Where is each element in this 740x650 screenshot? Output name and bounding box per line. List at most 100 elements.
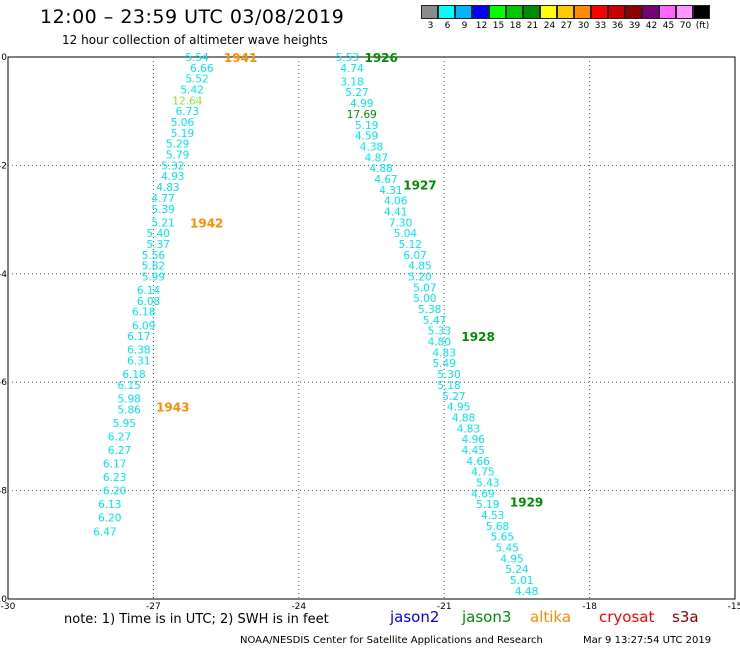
color-scale-cell — [455, 5, 472, 19]
swh-point-altika: 6.17 — [103, 459, 126, 471]
color-scale-cell — [659, 5, 676, 19]
swh-point-jason3: 5.33 — [428, 326, 451, 338]
swh-point-jason3: 4.88 — [369, 163, 392, 175]
swh-point-altika: 5.39 — [151, 204, 174, 216]
swh-point-jason3: 17.69 — [347, 109, 377, 121]
x-tick-label: -30 — [1, 602, 16, 612]
swh-point-jason3: 4.99 — [350, 98, 373, 110]
swh-point-altika: 6.15 — [117, 380, 140, 392]
swh-point-altika: 4.93 — [161, 171, 184, 183]
swh-point-jason3: 4.66 — [466, 456, 490, 468]
swh-point-jason3: 3.18 — [340, 76, 363, 88]
color-scale-cell — [591, 5, 608, 19]
swh-point-jason3: 5.24 — [505, 564, 529, 576]
swh-point-altika: 5.21 — [151, 217, 174, 229]
swh-point-altika: 6.18 — [132, 307, 155, 319]
color-scale-label: 42 — [645, 21, 658, 31]
swh-point-altika: 5.54 — [185, 52, 209, 64]
color-scale-cell — [506, 5, 523, 19]
swh-point-jason3: 5.20 — [408, 272, 431, 284]
swh-point-jason3: 5.30 — [437, 369, 460, 381]
satellite-legend-cryosat: cryosat — [599, 608, 655, 626]
swh-point-jason3: 5.27 — [345, 87, 368, 99]
swh-point-jason3: 4.87 — [365, 152, 388, 164]
swh-point-altika: 5.82 — [142, 261, 165, 273]
swh-point-altika: 6.73 — [176, 106, 199, 118]
pass-time-label: 1926 — [364, 51, 397, 65]
swh-point-jason3: 4.48 — [515, 586, 538, 598]
swh-point-jason3: 4.83 — [457, 423, 480, 435]
swh-point-jason3: 4.85 — [408, 261, 431, 273]
swh-point-altika: 5.40 — [147, 228, 170, 240]
y-tick-label: -4 — [0, 270, 7, 280]
swh-point-jason3: 5.45 — [496, 543, 519, 555]
swh-point-altika: 6.18 — [122, 369, 145, 381]
swh-point-jason3: 5.07 — [413, 282, 436, 294]
swh-point-altika: 6.66 — [190, 63, 214, 75]
swh-point-jason3: 4.80 — [428, 337, 451, 349]
credit-line: NOAA/NESDIS Center for Satellite Applica… — [240, 635, 543, 646]
swh-point-altika: 5.19 — [171, 128, 194, 140]
swh-point-jason3: 4.38 — [360, 141, 383, 153]
generation-timestamp: Mar 9 13:27:54 UTC 2019 — [583, 635, 712, 646]
color-scale-cell — [608, 5, 625, 19]
color-scale-label: 30 — [577, 21, 590, 31]
y-tick-label: -2 — [0, 161, 7, 171]
x-tick-label: -18 — [582, 602, 597, 612]
swh-point-altika: 6.47 — [93, 526, 116, 538]
pass-time-label: 1942 — [190, 216, 223, 230]
color-scale-cell — [642, 5, 659, 19]
swh-point-jason3: 5.19 — [355, 120, 378, 132]
chart-title: 12:00 – 23:59 UTC 03/08/2019 — [40, 6, 345, 28]
swh-point-altika: 6.20 — [98, 513, 121, 525]
swh-point-altika: 6.27 — [108, 431, 131, 443]
color-scale-label: 27 — [560, 21, 573, 31]
swh-point-altika: 6.27 — [108, 445, 131, 457]
swh-point-jason3: 5.27 — [442, 391, 465, 403]
swh-point-altika: 6.38 — [127, 345, 150, 357]
swh-point-jason3: 5.04 — [394, 228, 418, 240]
y-tick-label: 0 — [1, 53, 7, 63]
swh-point-jason3: 5.19 — [476, 499, 499, 511]
swh-point-altika: 6.09 — [132, 320, 155, 332]
swh-point-altika: 6.08 — [137, 296, 160, 308]
x-tick-label: -27 — [146, 602, 161, 612]
color-scale-label: 39 — [628, 21, 641, 31]
swh-point-altika: 5.99 — [142, 272, 165, 284]
pass-time-label: 1941 — [224, 51, 257, 65]
swh-point-jason3: 4.31 — [379, 185, 402, 197]
swh-point-jason3: 4.53 — [481, 510, 504, 522]
swh-point-jason3: 4.75 — [471, 467, 494, 479]
swh-point-jason3: 4.96 — [462, 434, 486, 446]
swh-point-altika: 6.14 — [137, 285, 161, 297]
swh-point-jason3: 5.43 — [476, 477, 499, 489]
pass-time-label: 1929 — [510, 495, 543, 509]
swh-point-altika: 5.79 — [166, 150, 189, 162]
color-scale-cell — [489, 5, 506, 19]
swh-point-jason3: 7.30 — [389, 217, 412, 229]
color-scale-label: 36 — [611, 21, 624, 31]
swh-point-jason3: 4.67 — [374, 174, 397, 186]
pass-time-label: 1928 — [461, 330, 494, 344]
color-scale-label: (ft) — [695, 21, 710, 31]
swh-point-altika: 6.13 — [98, 499, 121, 511]
swh-point-jason3: 6.07 — [403, 250, 426, 262]
color-scale-cell — [472, 5, 489, 19]
swh-point-jason3: 4.74 — [340, 63, 364, 75]
swh-point-jason3: 5.47 — [423, 315, 446, 327]
color-scale-label: 21 — [526, 21, 539, 31]
swh-point-altika: 5.06 — [171, 117, 195, 129]
color-scale-label: 9 — [461, 21, 468, 31]
color-scale-label: 18 — [509, 21, 522, 31]
color-scale-cell — [540, 5, 557, 19]
swh-point-altika: 5.56 — [142, 250, 166, 262]
swh-point-jason3: 4.88 — [452, 412, 475, 424]
y-tick-label: -10 — [0, 595, 7, 605]
swh-point-altika: 4.77 — [151, 193, 174, 205]
swh-point-altika: 6.23 — [103, 472, 126, 484]
color-scale-cell — [438, 5, 455, 19]
color-scale-cell — [693, 5, 710, 19]
color-scale-label: 24 — [543, 21, 556, 31]
swh-point-jason3: 4.59 — [355, 131, 378, 143]
